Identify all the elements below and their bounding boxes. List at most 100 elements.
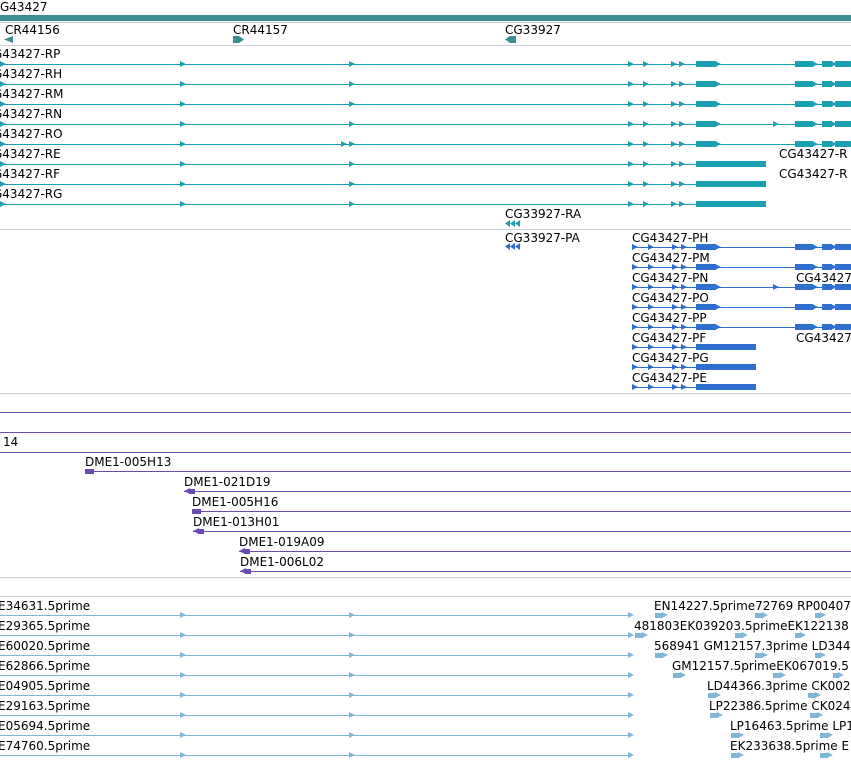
transcript-label[interactable]: G43427-RM — [0, 87, 64, 101]
exon-block[interactable] — [795, 61, 813, 67]
exon-block[interactable] — [820, 732, 828, 738]
transcript-intron-line[interactable] — [0, 124, 851, 125]
est-label-right[interactable]: 481803EK039203.5primeEK122138 — [634, 619, 849, 633]
exon-block[interactable] — [822, 61, 832, 67]
exon-block[interactable] — [696, 244, 716, 250]
exon-block[interactable] — [696, 201, 766, 207]
est-label-right[interactable]: LD44366.3prime CK002 — [707, 679, 851, 693]
clone-label[interactable]: DME1-019A09 — [239, 535, 325, 549]
exon-block[interactable] — [835, 101, 851, 107]
transcript-label[interactable]: G43427-RH — [0, 67, 63, 81]
est-line[interactable] — [0, 615, 631, 616]
clone-label[interactable]: DME1-005H13 — [85, 455, 172, 469]
exon-block[interactable] — [245, 568, 251, 574]
exon-block[interactable] — [696, 364, 756, 370]
est-label-right[interactable]: LP16463.5prime LP18 — [730, 719, 851, 733]
protein-label-cg33927-pa[interactable]: CG33927-PA — [505, 231, 580, 245]
exon-block[interactable] — [835, 304, 851, 310]
ncrna-label-cr44156[interactable]: CR44156 — [5, 23, 60, 37]
transcript-intron-line[interactable] — [0, 204, 764, 205]
protein-label[interactable]: CG43427-PG — [632, 351, 709, 365]
exon-block[interactable] — [835, 81, 851, 87]
exon-block[interactable] — [696, 304, 716, 310]
protein-label[interactable]: CG43427-PO — [632, 291, 709, 305]
exon-block[interactable] — [696, 81, 716, 87]
protein-right-label[interactable]: CG43427 — [796, 331, 851, 345]
transcript-intron-line[interactable] — [0, 184, 764, 185]
exon-block[interactable] — [198, 528, 204, 534]
est-label-right[interactable]: 568941 GM12157.3prime LD344 — [654, 639, 851, 653]
exon-block[interactable] — [835, 121, 851, 127]
exon-block[interactable] — [822, 284, 832, 290]
transcript-label[interactable]: G43427-RF — [0, 167, 61, 181]
alignment-line[interactable] — [0, 452, 851, 453]
exon-block[interactable] — [696, 121, 716, 127]
clone-line[interactable] — [85, 471, 851, 472]
protein-line[interactable] — [632, 287, 851, 288]
exon-block[interactable] — [635, 632, 643, 638]
est-label-right[interactable]: LP22386.5prime CK024 — [709, 699, 851, 713]
est-label-right[interactable]: EN14227.5prime72769 RP00407 — [654, 599, 851, 613]
exon-block[interactable] — [822, 141, 832, 147]
est-label[interactable]: E04905.5prime — [0, 679, 91, 693]
exon-block[interactable] — [833, 672, 839, 678]
exon-block[interactable] — [795, 121, 813, 127]
protein-line[interactable] — [632, 347, 756, 348]
transcript-intron-line[interactable] — [0, 144, 851, 145]
exon-block[interactable] — [822, 121, 832, 127]
exon-block[interactable] — [822, 244, 832, 250]
transcript-label[interactable]: G43427-RN — [0, 107, 63, 121]
exon-block[interactable] — [244, 548, 250, 554]
exon-block[interactable] — [696, 181, 766, 187]
exon-block[interactable] — [835, 61, 851, 67]
est-label[interactable]: E60020.5prime — [0, 639, 91, 653]
clone-line[interactable] — [240, 571, 851, 572]
protein-line[interactable] — [632, 267, 851, 268]
exon-block[interactable] — [655, 652, 663, 658]
exon-block[interactable] — [822, 264, 832, 270]
exon-block[interactable] — [795, 244, 813, 250]
exon-block[interactable] — [815, 652, 821, 658]
est-line[interactable] — [0, 735, 631, 736]
transcript-right-label[interactable]: CG43427-R — [779, 147, 848, 161]
est-line[interactable] — [0, 635, 631, 636]
clone-label[interactable]: DME1-021D19 — [184, 475, 271, 489]
clone-line[interactable] — [192, 511, 851, 512]
protein-line[interactable] — [632, 367, 756, 368]
ncrna-label-cg33927[interactable]: CG33927 — [505, 23, 561, 37]
exon-block[interactable] — [731, 732, 739, 738]
est-line[interactable] — [0, 655, 631, 656]
est-line[interactable] — [0, 695, 631, 696]
gene-track-label[interactable]: G43427 — [0, 0, 48, 14]
exon-block[interactable] — [189, 488, 195, 494]
exon-block[interactable] — [85, 468, 94, 474]
exon-block[interactable] — [820, 752, 828, 758]
est-label-right[interactable]: EK233638.5prime E — [730, 739, 850, 753]
exon-block[interactable] — [835, 141, 851, 147]
protein-label[interactable]: CG43427-PE — [632, 371, 707, 385]
exon-block[interactable] — [835, 244, 851, 250]
gene-span-bar[interactable] — [0, 15, 851, 21]
exon-block[interactable] — [795, 101, 813, 107]
exon-block[interactable] — [815, 612, 821, 618]
exon-block[interactable] — [673, 672, 681, 678]
exon-block[interactable] — [696, 61, 716, 67]
exon-block[interactable] — [795, 81, 813, 87]
protein-label[interactable]: CG43427-PF — [632, 331, 707, 345]
transcript-label[interactable]: G43427-RE — [0, 147, 61, 161]
est-label[interactable]: E62866.5prime — [0, 659, 91, 673]
exon-block[interactable] — [696, 324, 716, 330]
transcript-intron-line[interactable] — [0, 164, 764, 165]
protein-label[interactable]: CG43427-PM — [632, 251, 710, 265]
clone-track-label[interactable]: 14 — [3, 435, 19, 449]
est-label[interactable]: E05694.5prime — [0, 719, 91, 733]
exon-block[interactable] — [773, 672, 781, 678]
alignment-line[interactable] — [0, 412, 851, 413]
protein-line[interactable] — [632, 387, 756, 388]
exon-block[interactable] — [710, 712, 718, 718]
exon-block[interactable] — [655, 612, 663, 618]
exon-block[interactable] — [708, 692, 716, 698]
transcript-label[interactable]: G43427-RG — [0, 187, 63, 201]
exon-block[interactable] — [795, 304, 813, 310]
exon-block[interactable] — [696, 141, 716, 147]
